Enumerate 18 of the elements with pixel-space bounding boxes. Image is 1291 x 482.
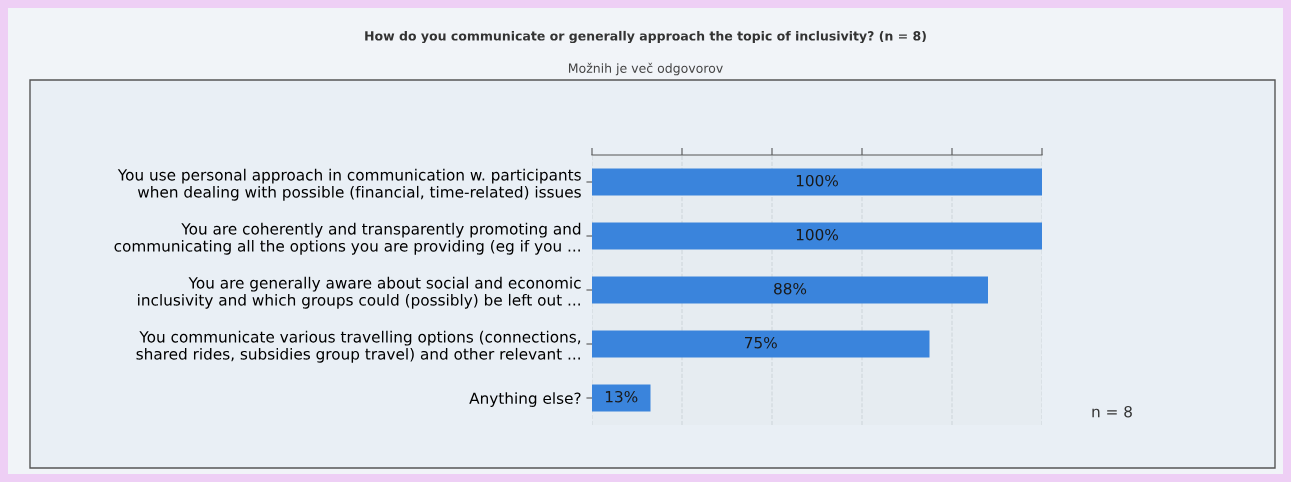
chart-subtitle: Možnih je več odgovorov (568, 62, 723, 76)
y-tick-label: You use personal approach in communication w. participants when dealing with possible (financial, time-related) issues (117, 168, 581, 201)
data-label: 75% (745, 336, 777, 349)
y-tick-label: Anything else? (469, 392, 581, 407)
data-label: 100% (796, 174, 838, 187)
text: n = 8 (1092, 405, 1132, 418)
bar (592, 384, 651, 412)
bar (592, 222, 1042, 250)
bar (592, 330, 930, 358)
bar (592, 168, 1042, 196)
y-tick-label: You are coherently and transparently promoting and communicating all the options you are providing (eg if you ... (114, 222, 581, 255)
data-label: 88% (774, 282, 807, 295)
bar (592, 276, 988, 304)
data-label: 100% (796, 228, 838, 241)
chart-title: How do you communicate or generally approach the topic of inclusivity? (n = 8) (365, 30, 926, 44)
y-tick-label: You are generally aware about social and economic inclusivity and which groups could (possibly) be left out ... (138, 276, 581, 309)
y-tick-label: You communicate various travelling options (connections, shared rides, subsidies group travel) and other relevant ... (136, 330, 581, 363)
data-label: 13% (605, 390, 638, 403)
